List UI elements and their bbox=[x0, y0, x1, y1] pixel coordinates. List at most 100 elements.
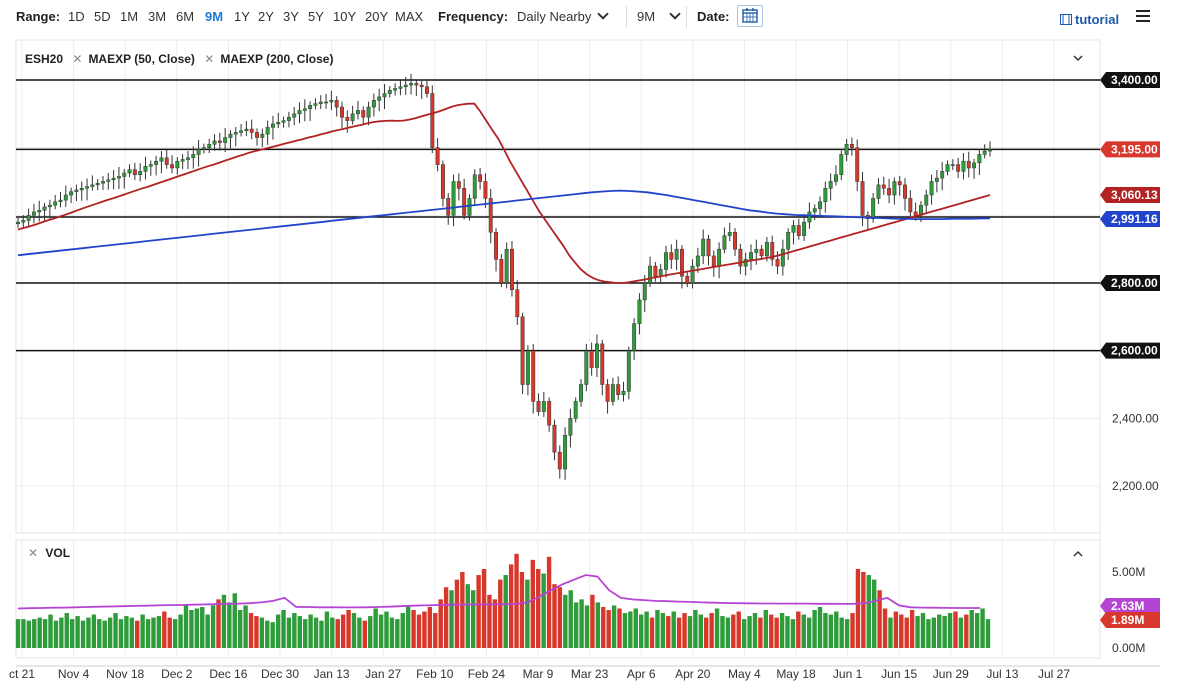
volume-bar bbox=[909, 610, 915, 648]
candle-body bbox=[382, 93, 387, 98]
candle-body bbox=[334, 100, 339, 108]
candle-body bbox=[58, 199, 63, 203]
candle-body bbox=[186, 157, 190, 160]
candle-body bbox=[127, 169, 132, 174]
range-1y[interactable]: 1Y bbox=[234, 9, 250, 24]
range-20y[interactable]: 20Y bbox=[365, 9, 389, 24]
volume-bar bbox=[796, 611, 801, 648]
range-10y[interactable]: 10Y bbox=[333, 9, 357, 24]
volume-bar bbox=[731, 614, 736, 648]
candle-body bbox=[191, 154, 196, 159]
price-level-label-box bbox=[1100, 342, 1160, 359]
candle-body bbox=[632, 323, 637, 351]
x-tick-label: Jun 29 bbox=[933, 667, 969, 681]
volume-bar bbox=[720, 616, 725, 648]
calendar-button[interactable] bbox=[737, 5, 763, 27]
volume-bar bbox=[801, 614, 806, 648]
volume-bar bbox=[676, 617, 682, 648]
volume-bar bbox=[86, 617, 91, 648]
volume-bar bbox=[693, 610, 698, 648]
x-tick-label: Dec 2 bbox=[161, 667, 193, 681]
candle-body bbox=[515, 289, 520, 318]
candle-body bbox=[53, 201, 58, 206]
last-volume-label-box bbox=[1100, 612, 1160, 628]
candle-body bbox=[435, 147, 440, 165]
volume-bar bbox=[286, 617, 292, 648]
volume-bar bbox=[243, 605, 248, 648]
volume-bar bbox=[508, 564, 514, 648]
candle-body bbox=[775, 259, 780, 267]
volume-bar bbox=[32, 619, 37, 648]
volume-bar bbox=[611, 605, 617, 648]
candle-body bbox=[212, 140, 217, 145]
volume-bar bbox=[183, 605, 189, 648]
volume-bar bbox=[617, 608, 622, 648]
volume-bar bbox=[178, 614, 183, 648]
candle-body bbox=[483, 181, 488, 199]
range-9m[interactable]: 9M bbox=[205, 9, 224, 24]
volume-bar bbox=[42, 619, 48, 648]
range-1m[interactable]: 1M bbox=[120, 9, 139, 24]
volume-bar bbox=[416, 614, 422, 648]
period-select[interactable]: 9M bbox=[637, 8, 681, 24]
close-icon[interactable]: ✕ bbox=[204, 52, 215, 66]
volume-bar bbox=[741, 619, 747, 648]
calendar-icon bbox=[742, 8, 758, 23]
price-level-label: 2,800.00 bbox=[1111, 276, 1158, 290]
range-max[interactable]: MAX bbox=[395, 9, 424, 24]
range-3y[interactable]: 3Y bbox=[283, 9, 299, 24]
range-2y[interactable]: 2Y bbox=[258, 9, 274, 24]
film-icon bbox=[1060, 14, 1072, 25]
candle-body bbox=[361, 110, 366, 118]
volume-bar bbox=[384, 611, 389, 648]
volume-bar bbox=[454, 579, 460, 648]
candle-body bbox=[972, 162, 977, 169]
volume-ma-value-label: 2.63M bbox=[1111, 599, 1144, 613]
candle-body bbox=[74, 189, 79, 192]
candle-body bbox=[414, 83, 419, 86]
volume-bar bbox=[514, 553, 519, 648]
candle-body bbox=[271, 123, 275, 128]
candle-body bbox=[653, 265, 658, 277]
candle-body bbox=[711, 255, 716, 267]
volume-bar bbox=[340, 614, 346, 648]
candle-body bbox=[913, 211, 918, 216]
tutorial-link[interactable]: tutorial bbox=[1060, 12, 1119, 27]
candle-body bbox=[823, 188, 828, 203]
volume-bar bbox=[405, 605, 411, 648]
volume-bar bbox=[156, 616, 162, 648]
x-tick-label: Nov 18 bbox=[106, 667, 144, 681]
candle-body bbox=[223, 137, 228, 143]
candle-body bbox=[430, 93, 435, 148]
menu-icon[interactable] bbox=[1136, 10, 1150, 25]
candle-body bbox=[494, 232, 498, 260]
candle-body bbox=[106, 179, 111, 182]
candle-body bbox=[903, 184, 907, 199]
candle-body bbox=[85, 186, 89, 189]
volume-bar bbox=[974, 613, 980, 648]
candle-body bbox=[595, 343, 599, 368]
range-1d[interactable]: 1D bbox=[68, 9, 85, 24]
close-icon[interactable]: ✕ bbox=[72, 52, 83, 66]
volume-bar bbox=[335, 619, 340, 648]
candle-body bbox=[42, 206, 47, 211]
volume-bar bbox=[606, 610, 611, 648]
candle-body bbox=[733, 232, 737, 250]
volume-bar bbox=[958, 617, 964, 648]
frequency-select[interactable]: Daily Nearby bbox=[517, 8, 610, 24]
range-3m[interactable]: 3M bbox=[148, 9, 167, 24]
volume-bar bbox=[839, 617, 844, 648]
volume-bar bbox=[481, 568, 487, 648]
volume-bar bbox=[568, 590, 573, 648]
volume-bar bbox=[53, 620, 59, 648]
candle-body bbox=[849, 144, 854, 148]
volume-bar bbox=[698, 614, 703, 648]
volume-bar bbox=[91, 614, 97, 648]
volume-bar bbox=[861, 572, 866, 648]
volume-bar bbox=[476, 575, 481, 648]
candle-body bbox=[956, 164, 961, 172]
range-6m[interactable]: 6M bbox=[176, 9, 195, 24]
close-icon[interactable]: ✕ bbox=[28, 546, 39, 560]
range-5d[interactable]: 5D bbox=[94, 9, 111, 24]
range-5y[interactable]: 5Y bbox=[308, 9, 324, 24]
